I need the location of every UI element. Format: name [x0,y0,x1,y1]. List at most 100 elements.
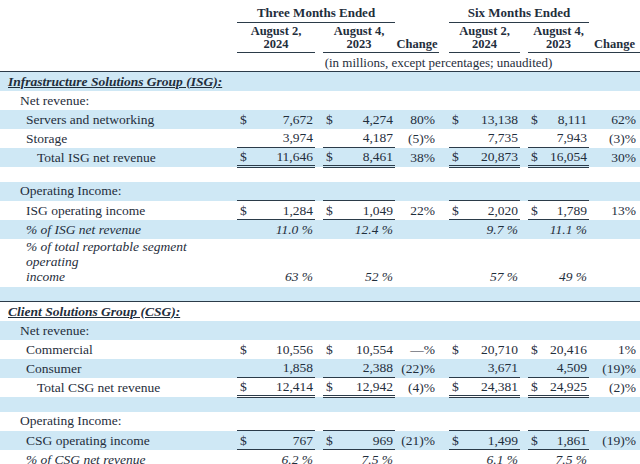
row-label: CSG operating income [0,431,237,450]
value-cell: 1,049 [339,201,395,220]
currency-symbol: $ [323,340,339,359]
percent-cell: 11.0 % [237,220,315,239]
currency-symbol: $ [528,378,544,397]
spacer-cell [589,0,640,23]
currency-symbol: $ [449,201,465,220]
row-label: Infrastructure Solutions Group (ISG): [0,72,640,91]
value-cell: 20,710 [465,340,520,359]
currency-symbol: $ [528,340,544,359]
gap-cell [439,201,449,220]
gap-cell [315,201,323,220]
value-cell: 12,942 [339,378,395,397]
percent-cell: 63 % [237,239,315,287]
gap-cell [315,239,323,287]
gap-cell [315,431,323,450]
row-label: Servers and networking [0,110,237,129]
gap-cell [315,450,323,464]
row-label [0,287,640,302]
spacer-cell [439,0,449,23]
column-header-aug-4-2023: August 4, 2023 [323,23,395,53]
currency-symbol: $ [237,378,253,397]
row-label: Net revenue: [0,321,640,340]
currency-symbol: $ [237,431,253,450]
currency-symbol: $ [237,340,253,359]
value-cell: 3,974 [253,129,315,148]
value-cell: 1,499 [465,431,520,450]
value-cell: 2,388 [339,359,395,378]
currency-symbol [528,359,544,378]
change-cell [589,450,640,464]
units-caption: (in millions, except percentages; unaudi… [237,53,640,72]
percent-cell: 6.1 % [449,450,520,464]
currency-symbol: $ [323,201,339,220]
gap-cell [439,431,449,450]
column-header-aug-2-2024: August 2, 2024 [237,23,315,53]
gap-cell [439,148,449,167]
percent-cell: 7.5 % [323,450,395,464]
currency-symbol [323,359,339,378]
table-row: % of ISG net revenue11.0 %12.4 %9.7 %11.… [0,220,640,239]
change-cell: (22)% [395,359,439,378]
gap-cell [439,378,449,397]
value-cell: 12,414 [253,378,315,397]
spacer-cell [0,0,237,23]
change-cell: 1% [589,340,640,359]
currency-symbol: $ [528,148,544,167]
gap-cell [315,220,323,239]
table-row: Consumer1,8582,388(22)%3,6714,509(19)% [0,359,640,378]
value-cell: 4,509 [544,359,589,378]
value-cell: 24,925 [544,378,589,397]
currency-symbol: $ [528,201,544,220]
table-row [0,167,640,182]
currency-symbol [237,359,253,378]
table-row: Operating Income: [0,412,640,431]
row-label: Consumer [0,359,237,378]
value-cell: 3,671 [465,359,520,378]
currency-symbol: $ [449,340,465,359]
row-label: % of total reportable segment operating … [0,239,237,287]
spacer-cell [395,0,439,23]
change-cell: (5)% [395,129,439,148]
spacer-cell [439,23,449,53]
currency-symbol: $ [323,110,339,129]
change-cell [395,239,439,287]
gap-cell [520,239,528,287]
value-cell: 1,861 [544,431,589,450]
percent-cell: 12.4 % [323,220,395,239]
change-cell: (2)% [589,378,640,397]
gap-cell [315,148,323,167]
change-cell [589,220,640,239]
six-months-ended-header: Six Months Ended [449,0,589,23]
value-cell: 10,554 [339,340,395,359]
gap-cell [439,239,449,287]
gap-cell [315,110,323,129]
table-row [0,397,640,412]
gap-cell [439,359,449,378]
row-label: ISG operating income [0,201,237,220]
change-cell [395,220,439,239]
gap-cell [520,340,528,359]
table-row: % of total reportable segment operating … [0,239,640,287]
table-row: Net revenue: [0,91,640,110]
period-group-header-row: Three Months Ended Six Months Ended [0,0,640,23]
value-cell: 16,054 [544,148,589,167]
row-label: Total ISG net revenue [0,148,237,167]
gap-cell [520,450,528,464]
value-cell: 11,646 [253,148,315,167]
spacer-cell [0,23,237,53]
gap-cell [520,359,528,378]
change-cell [589,239,640,287]
gap-cell [520,129,528,148]
currency-symbol [237,129,253,148]
three-months-ended-header: Three Months Ended [237,0,395,23]
table-row [0,287,640,302]
change-cell: 30% [589,148,640,167]
row-label: Client Solutions Group (CSG): [0,302,640,321]
percent-cell: 49 % [528,239,589,287]
gap-cell [520,220,528,239]
gap-cell [520,110,528,129]
gap-cell [520,431,528,450]
gap-cell [315,359,323,378]
table-row: % of CSG net revenue6.2 %7.5 %6.1 %7.5 % [0,450,640,464]
currency-symbol [449,359,465,378]
